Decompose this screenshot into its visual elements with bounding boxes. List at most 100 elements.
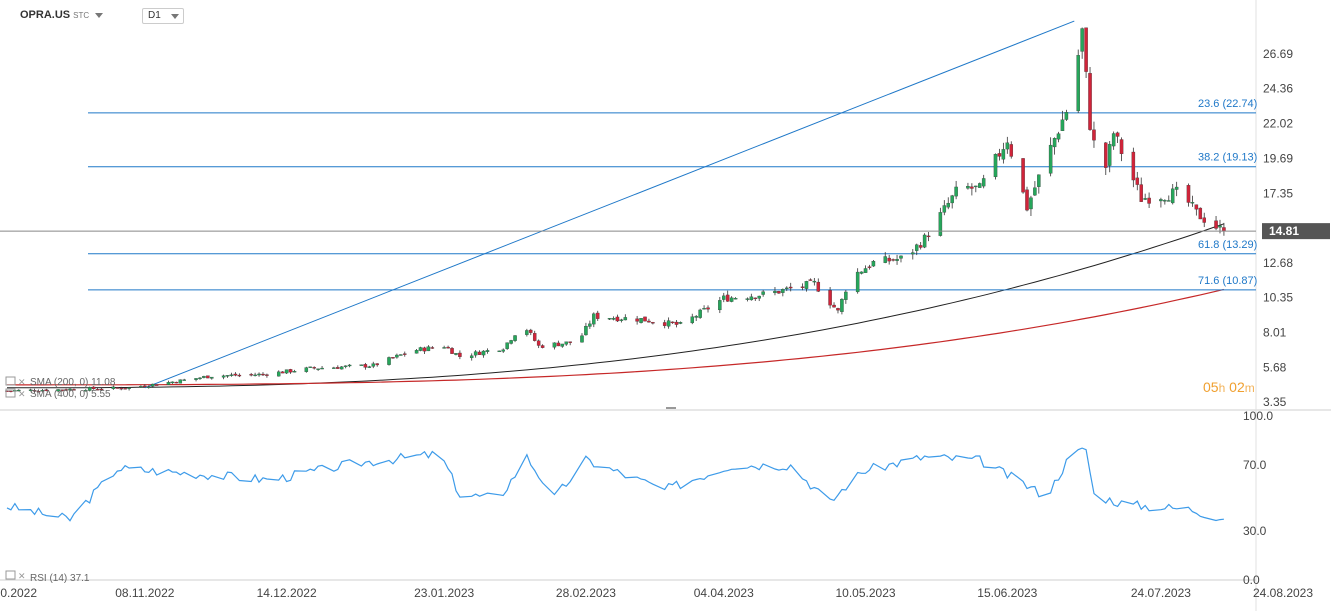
candle-body: [182, 379, 186, 381]
candle-body: [863, 268, 868, 273]
candle-body: [974, 185, 978, 188]
candle-body: [1139, 184, 1143, 202]
candle-body: [481, 350, 486, 356]
timeframe-selector[interactable]: D1: [142, 8, 184, 24]
candle-body: [564, 341, 568, 345]
candle-body: [1064, 112, 1069, 120]
candle-body: [651, 322, 655, 324]
candle-body: [1029, 197, 1033, 210]
fib-level-label: 23.6 (22.74): [1198, 98, 1257, 110]
candle-body: [91, 386, 96, 390]
candle-body: [1092, 129, 1096, 141]
candle-body: [1009, 144, 1014, 157]
candle-body: [812, 280, 817, 283]
candle-body: [694, 316, 698, 318]
candle-body: [5, 390, 9, 392]
candle-body: [363, 364, 368, 368]
candle-body: [804, 281, 809, 289]
candle-body: [414, 350, 419, 354]
candle-body: [883, 256, 887, 263]
candle-body: [513, 335, 517, 341]
candle-body: [115, 387, 120, 389]
candle-body: [477, 351, 482, 355]
candle-body: [666, 320, 671, 327]
candle-body: [1060, 119, 1065, 132]
time-tick-label: 04.10.2022: [0, 586, 37, 600]
candle-body: [426, 346, 431, 352]
candle-body: [950, 195, 954, 204]
candle-body: [777, 291, 781, 294]
candle-body: [1104, 142, 1108, 168]
price-tick-label: 19.69: [1263, 151, 1293, 165]
candle-body: [430, 347, 435, 349]
candle-body: [422, 347, 427, 352]
time-tick-label: 10.05.2023: [836, 586, 896, 600]
candle-body: [1076, 55, 1080, 112]
candle-body: [280, 371, 285, 374]
candle-body: [1135, 177, 1140, 185]
candle-body: [64, 389, 68, 391]
candle-body: [978, 183, 982, 188]
legend-settings-icon: [5, 376, 16, 386]
candle-body: [1131, 151, 1136, 181]
candle-body: [1001, 149, 1006, 160]
candle-body: [1088, 73, 1092, 130]
candle-body: [808, 279, 813, 281]
fib-level-label: 38.2 (19.13): [1198, 152, 1257, 164]
candle-body: [1222, 227, 1226, 232]
candle-body: [343, 365, 348, 367]
candle-body: [859, 271, 864, 274]
candle-body: [1174, 186, 1179, 190]
candle-body: [28, 389, 33, 391]
candle-body: [284, 369, 289, 374]
candle-body: [336, 367, 340, 369]
rsi-line: [6, 447, 1224, 522]
candle-body: [615, 316, 620, 322]
price-tick-label: 22.02: [1263, 117, 1293, 131]
candle-body: [800, 286, 805, 288]
candle-body: [595, 312, 600, 319]
candle-body: [87, 387, 92, 391]
candle-body: [265, 374, 269, 376]
candle-body: [304, 367, 309, 372]
candle-body: [170, 381, 175, 384]
candle-body: [938, 212, 943, 236]
candle-body: [308, 366, 312, 368]
candle-body: [60, 389, 64, 391]
candle-body: [788, 286, 793, 289]
candle-body: [1214, 220, 1218, 229]
rsi-tick-label: 70.0: [1243, 458, 1267, 472]
candle-body: [914, 244, 919, 251]
candle-body: [1194, 204, 1199, 210]
candles: [5, 27, 1226, 393]
candle-body: [40, 390, 45, 392]
candle-body: [623, 317, 628, 321]
candle-body: [918, 245, 923, 248]
candle-body: [1005, 142, 1010, 150]
candle-body: [1186, 185, 1191, 203]
candle-body: [288, 369, 293, 373]
fib-trend-line: [144, 20, 1075, 389]
sma-200-line: [7, 223, 1225, 389]
candle-body: [458, 352, 462, 357]
candle-body: [1159, 199, 1163, 202]
candle-body: [552, 342, 557, 348]
candle-body: [1048, 144, 1053, 174]
candle-body: [993, 153, 998, 178]
candle-body: [997, 153, 1002, 157]
candle-body: [469, 355, 474, 359]
candle-body: [895, 258, 899, 261]
candle-body: [127, 387, 131, 389]
candle-body: [178, 379, 183, 384]
candle-body: [674, 321, 679, 325]
candle-body: [670, 321, 675, 324]
candle-body: [1025, 189, 1029, 211]
candle-body: [1080, 28, 1084, 52]
candle-body: [32, 390, 37, 392]
candle-body: [840, 298, 844, 312]
candle-body: [375, 363, 379, 366]
candle-body: [509, 340, 513, 344]
candle-body: [966, 186, 970, 189]
symbol-selector[interactable]: OPRA.US STC: [20, 9, 104, 21]
